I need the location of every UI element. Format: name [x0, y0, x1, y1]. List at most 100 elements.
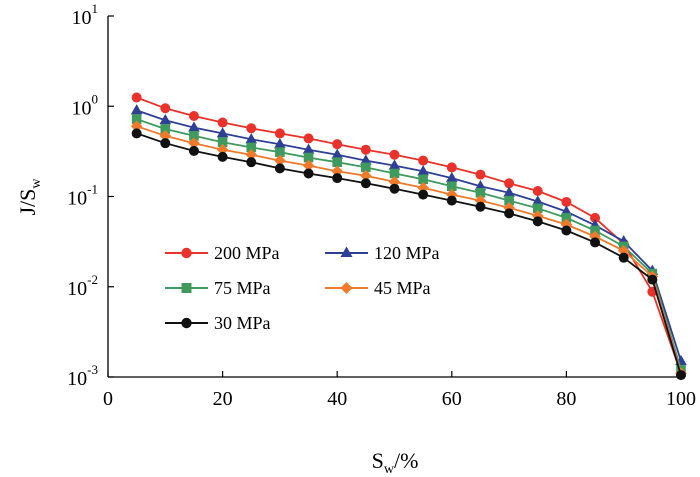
data-point [246, 142, 257, 153]
x-tick-label: 80 [556, 388, 576, 410]
data-point [531, 210, 544, 222]
data-point [360, 154, 372, 165]
data-point [188, 121, 200, 132]
data-point [388, 159, 401, 170]
data-point [160, 138, 171, 149]
x-axis-title: Sw/% [372, 448, 419, 477]
y-tick-label: 101 [72, 1, 99, 29]
data-point [246, 123, 257, 134]
data-point [274, 154, 286, 167]
x-tick-label: 40 [327, 388, 347, 410]
data-point [332, 157, 342, 167]
data-point [275, 147, 285, 157]
series-layer [130, 92, 687, 381]
x-tick-label: 100 [666, 388, 696, 410]
y-tick-label: 10-2 [67, 272, 98, 300]
data-point [332, 173, 343, 184]
legend-label-200mpa: 200 MPa [214, 243, 280, 263]
data-point [446, 162, 457, 173]
y-axis-title: J/Sw [15, 178, 44, 216]
data-point [647, 274, 658, 285]
data-point [531, 195, 544, 206]
data-point [331, 165, 343, 178]
data-point [130, 120, 143, 133]
data-point [188, 110, 199, 121]
data-point [561, 213, 572, 223]
data-point [160, 103, 171, 114]
data-point [274, 137, 286, 149]
data-point [274, 128, 285, 139]
data-point [417, 165, 429, 176]
y-tick-label: 100 [72, 91, 99, 119]
data-point [361, 162, 371, 173]
series-line-120mpa [136, 109, 682, 362]
series-75mpa [131, 114, 686, 375]
legend-label-45mpa: 45 MPa [374, 278, 431, 298]
data-point [217, 137, 228, 147]
data-point [217, 151, 228, 162]
data-point [360, 169, 372, 182]
data-point [217, 117, 228, 128]
data-point [360, 144, 371, 155]
data-point [446, 171, 458, 183]
data-point [189, 131, 199, 141]
data-point [389, 149, 400, 160]
x-tick-label: 20 [213, 388, 233, 410]
data-point [446, 195, 457, 206]
data-point [131, 114, 142, 124]
data-point [561, 196, 572, 207]
data-point [475, 201, 486, 212]
data-point [131, 128, 142, 139]
legend-item-200mpa: 200 MPa [165, 243, 280, 263]
data-point [274, 163, 285, 174]
data-point [332, 139, 343, 150]
legend: 200 MPa 120 MPa 75 MPa 45 MPa 30 MPa [165, 243, 440, 333]
data-point [159, 130, 172, 142]
data-point [475, 169, 486, 180]
data-point [303, 168, 314, 179]
data-point [532, 216, 543, 227]
data-point [331, 148, 343, 159]
data-point [303, 133, 314, 144]
data-point [303, 152, 314, 163]
data-point [216, 143, 229, 156]
data-point [475, 187, 486, 198]
data-point [131, 92, 142, 103]
y-tick-label: 10-1 [67, 182, 98, 210]
x-tick-label: 60 [442, 388, 462, 410]
legend-label-120mpa: 120 MPa [374, 243, 440, 263]
legend-label-30mpa: 30 MPa [214, 313, 271, 333]
data-point [245, 148, 258, 161]
y-tick-label: 10-3 [67, 362, 98, 390]
data-point [360, 178, 371, 189]
data-point [188, 145, 199, 156]
data-point [389, 183, 400, 194]
data-point [245, 133, 258, 144]
data-point [188, 137, 200, 149]
data-point [446, 188, 458, 201]
data-point [504, 208, 515, 219]
data-point [532, 186, 543, 197]
series-30mpa [131, 128, 686, 381]
data-point [503, 186, 515, 197]
data-point [418, 174, 428, 185]
data-point [532, 203, 543, 214]
data-point [418, 189, 429, 200]
data-point [590, 212, 601, 223]
data-point [159, 114, 172, 125]
axis-ticks: 0 20 40 60 80 100 101 100 10-1 10-2 10-3 [67, 1, 696, 410]
data-point [302, 143, 315, 154]
data-point [474, 180, 487, 191]
data-point [618, 252, 629, 263]
data-point [474, 194, 487, 207]
data-point [246, 157, 257, 168]
data-point [676, 370, 686, 381]
data-point [561, 225, 572, 236]
data-point [388, 176, 401, 188]
data-point [590, 237, 601, 248]
legend-label-75mpa: 75 MPa [214, 278, 271, 298]
data-point [160, 124, 171, 134]
data-point [130, 104, 143, 115]
data-point [418, 155, 429, 166]
